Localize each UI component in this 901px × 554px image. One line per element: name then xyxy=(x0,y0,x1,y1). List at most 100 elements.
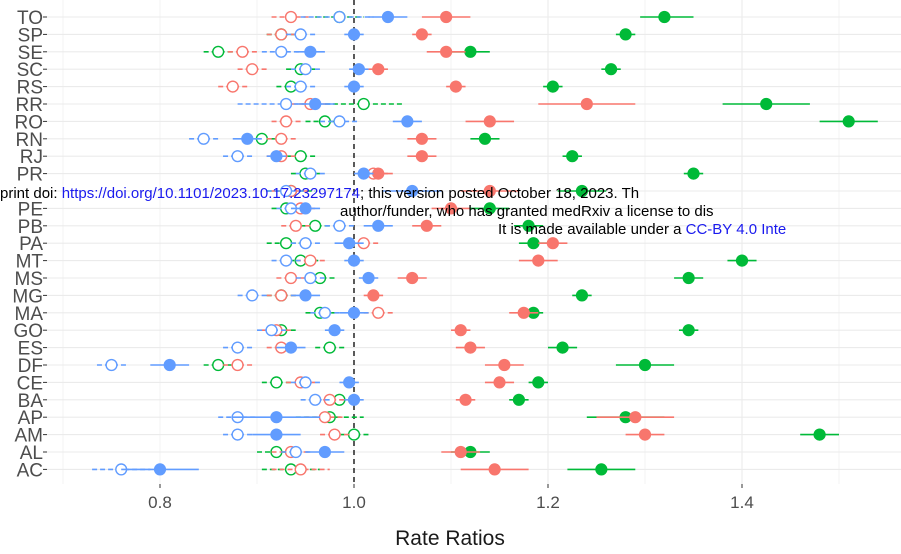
y-tick-label: RS xyxy=(17,78,43,99)
watermark-license-link[interactable]: CC-BY 4.0 Inte xyxy=(686,221,787,238)
data-point xyxy=(231,358,244,372)
data-point xyxy=(246,289,259,302)
data-point xyxy=(483,115,496,128)
data-point xyxy=(280,254,293,267)
data-point xyxy=(401,115,414,128)
y-tick-label: DF xyxy=(18,356,43,377)
watermark-line-1-prefix: print doi: xyxy=(0,185,62,202)
data-point xyxy=(619,28,632,41)
data-point xyxy=(304,271,317,285)
data-point xyxy=(629,411,642,424)
data-point xyxy=(280,237,293,250)
data-point xyxy=(406,271,419,285)
data-point xyxy=(449,80,462,93)
data-point xyxy=(294,28,307,41)
data-point xyxy=(532,254,545,267)
data-point xyxy=(299,376,312,389)
data-point xyxy=(444,202,458,215)
data-point xyxy=(318,306,332,319)
data-point xyxy=(328,324,341,337)
data-point xyxy=(527,237,540,250)
data-point xyxy=(347,393,361,406)
x-tick-label: 1.0 xyxy=(342,493,366,512)
data-point xyxy=(440,10,453,24)
data-point xyxy=(575,289,589,302)
data-point xyxy=(638,428,652,441)
data-point xyxy=(328,428,341,441)
data-point xyxy=(498,358,511,372)
data-point xyxy=(289,219,302,232)
y-tick-label: SP xyxy=(18,25,43,46)
data-point xyxy=(459,393,472,406)
data-point xyxy=(842,115,855,128)
data-point xyxy=(304,45,317,58)
data-point xyxy=(284,341,298,354)
y-tick-label: SE xyxy=(18,43,43,64)
data-point xyxy=(226,80,239,93)
series-filled-1 xyxy=(363,10,675,476)
data-point xyxy=(347,254,361,267)
data-point xyxy=(299,289,312,302)
data-point xyxy=(454,324,467,337)
data-point xyxy=(197,132,210,145)
data-series xyxy=(92,10,878,476)
data-point xyxy=(372,167,385,180)
data-point xyxy=(299,202,312,215)
data-point xyxy=(687,167,700,180)
data-point xyxy=(231,428,244,441)
x-tick-label: 1.4 xyxy=(730,493,754,512)
y-tick-label: AP xyxy=(18,408,43,429)
watermark-doi-link[interactable]: https://doi.org/10.1101/2023.10.17.23297… xyxy=(62,185,360,202)
data-point xyxy=(347,428,361,441)
data-point xyxy=(512,393,526,406)
data-point xyxy=(682,271,695,285)
data-point xyxy=(105,358,118,372)
x-axis-label: Rate Ratios xyxy=(395,527,505,550)
data-point xyxy=(299,63,312,76)
data-point xyxy=(294,150,307,163)
data-point xyxy=(464,341,477,354)
data-point xyxy=(309,393,322,406)
watermark-line-1-suffix: ; this version posted October 18, 2023. … xyxy=(360,185,639,202)
y-tick-label: AM xyxy=(15,426,44,447)
y-tick-label: ES xyxy=(18,339,43,360)
data-point xyxy=(420,219,433,232)
data-point xyxy=(236,45,249,58)
data-point xyxy=(294,463,307,476)
data-point xyxy=(580,97,593,111)
data-point xyxy=(318,445,331,459)
data-point xyxy=(347,306,361,319)
data-point xyxy=(265,324,278,337)
y-tick-label: MG xyxy=(12,286,43,307)
data-point xyxy=(333,10,346,24)
data-point xyxy=(357,167,370,180)
watermark-line-3-prefix: It is made available under a xyxy=(498,221,686,238)
y-tick-label: GO xyxy=(13,321,43,342)
data-point xyxy=(546,237,559,250)
data-point xyxy=(464,45,477,58)
y-tick-label: PA xyxy=(19,234,43,255)
data-point xyxy=(362,271,375,285)
plot-panel xyxy=(47,0,901,484)
y-tick-label: PE xyxy=(18,199,43,220)
data-point xyxy=(323,341,336,354)
data-point xyxy=(299,237,312,250)
data-point xyxy=(483,202,496,215)
data-point xyxy=(735,254,749,267)
data-point xyxy=(294,80,307,93)
y-tick-label: RO xyxy=(15,112,44,133)
data-point xyxy=(333,219,346,232)
data-point xyxy=(381,10,395,24)
data-point xyxy=(493,376,506,389)
y-tick-label: AC xyxy=(17,460,43,481)
x-tick-label: 1.2 xyxy=(536,493,560,512)
data-point xyxy=(658,10,671,24)
data-point xyxy=(309,219,322,232)
series-filled-2 xyxy=(121,10,442,476)
data-point xyxy=(532,376,545,389)
data-point xyxy=(304,167,317,180)
data-point xyxy=(212,358,225,372)
data-point xyxy=(246,63,259,76)
